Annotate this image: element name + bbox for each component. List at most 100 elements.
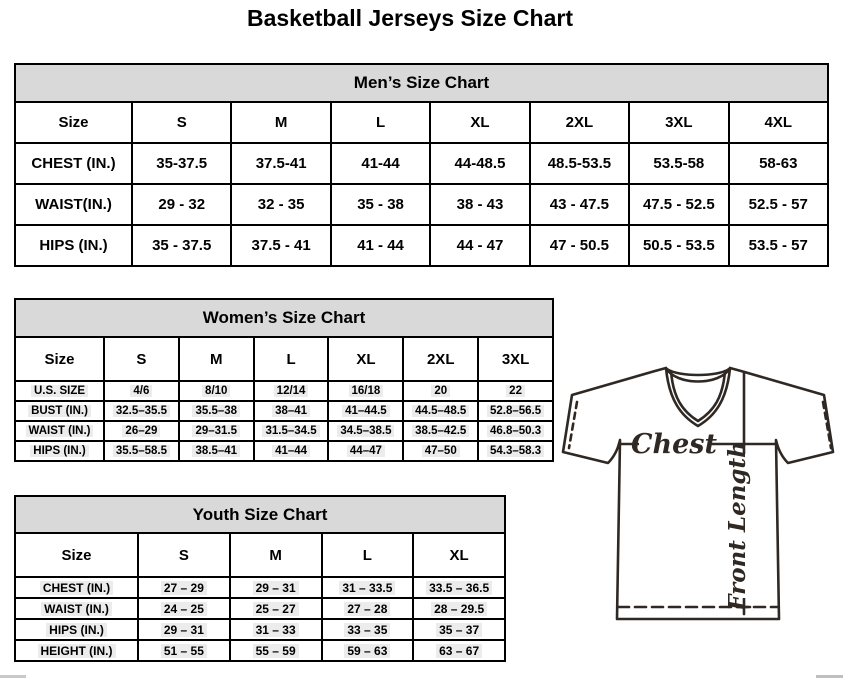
row-label: WAIST (IN.) [14,597,139,620]
horizontal-scrollbar-fragment-right[interactable] [816,675,843,678]
page-title: Basketball Jerseys Size Chart [246,5,573,31]
womens-column-header-3xl: 3XL [477,336,554,382]
table-cell: 52.5 - 57 [727,183,830,226]
table-row: HEIGHT (IN.) 51 – 55 55 – 59 59 – 63 63 – 67 [14,639,506,662]
table-cell: 38.5–42.5 [402,420,480,442]
table-cell: 53.5-58 [628,142,730,185]
row-label: HIPS (IN.) [14,224,133,267]
row-label: BUST (IN.) [14,400,105,422]
table-cell: 33.5 – 36.5 [412,576,506,599]
table-cell: 43 - 47.5 [528,183,631,226]
mens-table-title: Men’s Size Chart [14,63,829,103]
table-cell: 35 - 37.5 [130,224,233,267]
table-row: HIPS (IN.) 35.5–58.5 38.5–41 41–44 44–47 47–5… [14,440,554,462]
mens-column-header-4xl: 4XL [727,101,830,144]
table-cell: 44.5–48.5 [402,400,480,422]
table-cell: 26–29 [103,420,180,442]
row-label: CHEST (IN.) [14,576,139,599]
table-cell: 34.5–38.5 [327,420,405,442]
womens-column-header-2xl: 2XL [402,336,480,382]
table-cell: 27 – 28 [320,597,415,620]
table-cell: 50.5 - 53.5 [628,224,730,267]
table-cell: 32.5–35.5 [103,400,180,422]
mens-size-chart-table: Men’s Size Chart Size S M L XL 2XL 3XL 4XL CHEST … [14,63,830,267]
table-cell: 35.5–38 [177,400,255,422]
table-cell: 63 – 67 [412,639,506,662]
womens-column-header-size: Size [14,336,105,382]
table-cell: 38–41 [252,400,330,422]
jersey-measurement-diagram: Chest Front Length [559,362,841,626]
table-row: WAIST (IN.) 26–29 29–31.5 31.5–34.5 34.5–38.… [14,420,554,442]
table-cell: 31.5–34.5 [252,420,330,442]
table-cell: 28 – 29.5 [412,597,506,620]
table-cell: 58-63 [727,142,830,185]
table-cell: 29 – 31 [137,618,231,641]
table-row: HIPS (IN.) 35 - 37.5 37.5 - 41 41 - 44 44 - … [14,224,830,267]
womens-column-header-s: S [103,336,180,382]
table-cell: 53.5 - 57 [727,224,830,267]
table-cell: 38 - 43 [429,183,531,226]
womens-column-header-l: L [252,336,330,382]
mens-column-header-s: S [130,101,233,144]
table-cell: 44 - 47 [429,224,531,267]
table-cell: 35 - 38 [329,183,432,226]
left-cuff-stitch [567,400,579,450]
table-cell: 29 - 32 [130,183,233,226]
table-cell: 12/14 [252,380,330,402]
table-cell: 31 – 33.5 [320,576,415,599]
table-cell: 47–50 [402,440,480,462]
table-row: CHEST (IN.) 35-37.5 37.5-41 41-44 44-48.5 48.… [14,142,830,185]
table-cell: 41 - 44 [329,224,432,267]
table-cell: 29 – 31 [228,576,323,599]
table-cell: 35 – 37 [412,618,506,641]
table-cell: 59 – 63 [320,639,415,662]
mens-column-header-m: M [230,101,332,144]
table-cell: 54.3–58.3 [477,440,554,462]
right-cuff-stitch [821,400,833,450]
table-cell: 33 – 35 [320,618,415,641]
table-cell: 31 – 33 [228,618,323,641]
row-label: WAIST(IN.) [14,183,133,226]
womens-table-title: Women’s Size Chart [14,298,554,338]
mens-column-header-size: Size [14,101,133,144]
table-cell: 51 – 55 [137,639,231,662]
table-cell: 44–47 [327,440,405,462]
mens-column-header-3xl: 3XL [628,101,730,144]
table-cell: 4/6 [103,380,180,402]
table-row: BUST (IN.) 32.5–35.5 35.5–38 38–41 41–44.5 44… [14,400,554,422]
table-row: CHEST (IN.) 27 – 29 29 – 31 31 – 33.5 33.5 –… [14,576,506,599]
table-cell: 37.5 - 41 [230,224,332,267]
youth-column-header-size: Size [14,532,139,578]
table-cell: 48.5-53.5 [528,142,631,185]
mens-column-header-xl: XL [429,101,531,144]
horizontal-scrollbar-fragment-left[interactable] [0,675,26,678]
table-row: WAIST(IN.) 29 - 32 32 - 35 35 - 38 38 - 43 43… [14,183,830,226]
table-cell: 8/10 [177,380,255,402]
table-cell: 22 [477,380,554,402]
table-row: WAIST (IN.) 24 – 25 25 – 27 27 – 28 28 – 29.… [14,597,506,620]
youth-column-header-s: S [137,532,231,578]
row-label: HEIGHT (IN.) [14,639,139,662]
table-cell: 37.5-41 [230,142,332,185]
table-cell: 25 – 27 [228,597,323,620]
table-cell: 41–44.5 [327,400,405,422]
chest-label: Chest [631,429,717,460]
table-cell: 47.5 - 52.5 [628,183,730,226]
youth-table-title: Youth Size Chart [14,495,506,534]
mens-size-table: Men’s Size Chart Size S M L XL 2XL 3XL 4XL CHEST … [14,63,830,267]
womens-column-header-m: M [177,336,255,382]
table-cell: 27 – 29 [137,576,231,599]
table-row: HIPS (IN.) 29 – 31 31 – 33 33 – 35 35 – 37 [14,618,506,641]
table-cell: 16/18 [327,380,405,402]
table-cell: 55 – 59 [228,639,323,662]
mens-column-header-2xl: 2XL [528,101,631,144]
table-cell: 41–44 [252,440,330,462]
youth-column-header-l: L [320,532,415,578]
jersey-outline [561,366,835,621]
table-cell: 24 – 25 [137,597,231,620]
mens-column-header-l: L [329,101,432,144]
table-cell: 35.5–58.5 [103,440,180,462]
table-cell: 20 [402,380,480,402]
table-cell: 46.8–50.3 [477,420,554,442]
row-label: WAIST (IN.) [14,420,105,442]
